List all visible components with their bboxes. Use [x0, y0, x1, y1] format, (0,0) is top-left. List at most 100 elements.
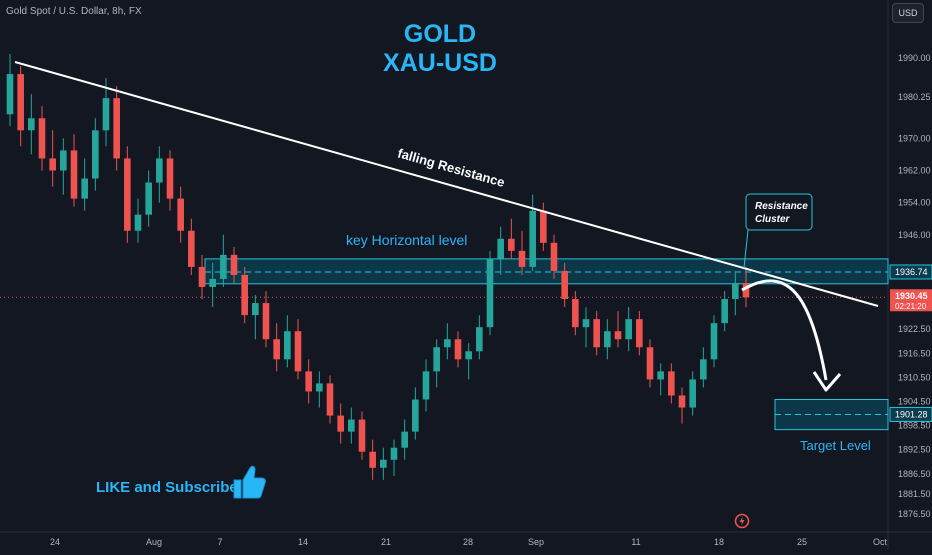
time-tick-label: Aug [146, 537, 162, 547]
current-price-tag [890, 289, 932, 312]
candle [252, 295, 259, 340]
candle [582, 307, 590, 348]
candle-body [134, 214, 142, 231]
candle [646, 339, 654, 388]
price-tick-label: 1892.50 [898, 445, 931, 455]
candle [6, 53, 14, 127]
candle [230, 246, 238, 283]
candle [529, 194, 536, 271]
callout-pointer [743, 229, 749, 269]
candle-body [92, 130, 99, 179]
candle-body [380, 459, 387, 468]
time-tick-label: 25 [797, 537, 807, 547]
candle-body [550, 242, 558, 271]
currency-button[interactable]: USD [892, 3, 924, 23]
candle-body [177, 198, 184, 231]
time-tick-label: Oct [873, 537, 888, 547]
time-axis[interactable]: 24 Aug 7 14 21 28 Sep 11 18 25 Oct [50, 537, 888, 547]
price-tick-label: 1990.00 [898, 53, 931, 63]
candle [614, 311, 622, 348]
price-tick-label: 1970.00 [898, 133, 931, 143]
candle [700, 347, 707, 388]
target-zone [774, 398, 889, 431]
candle [380, 447, 387, 480]
candle [177, 186, 184, 243]
candle-body [721, 299, 728, 324]
countdown-text: 02:21:20 [895, 302, 927, 311]
candle-body [422, 371, 430, 400]
candle-body [508, 238, 515, 251]
price-tick-label: 1881.50 [898, 489, 931, 499]
candle [401, 419, 408, 460]
candle-body [145, 182, 152, 215]
candle-body [646, 347, 654, 380]
candle-body [316, 383, 323, 392]
candle-body [188, 230, 195, 267]
candle [145, 170, 152, 227]
candle-body [166, 158, 174, 199]
price-axis[interactable]: 1990.00 1980.25 1970.00 1962.00 1954.00 1946.… [889, 53, 932, 519]
candle [17, 66, 24, 147]
candle [412, 387, 419, 440]
candle-body [732, 282, 739, 300]
candle-body [465, 351, 472, 360]
symbol-label[interactable]: Gold Spot / U.S. Dollar, 8h, FX [6, 6, 142, 17]
current-price-text: 1930.45 [895, 291, 928, 301]
candle [134, 198, 142, 243]
price-tick-label: 1898.50 [898, 421, 931, 431]
candle [668, 363, 675, 404]
candle [337, 403, 344, 444]
candle-body [198, 266, 206, 288]
candle [465, 343, 472, 380]
overlays-layer: falling Resistance key Horizontal level Ta… [14, 61, 879, 453]
candle-body [38, 118, 46, 159]
resistance-price-text: 1936.74 [895, 267, 928, 277]
candle [625, 307, 632, 352]
time-tick-label: 18 [714, 537, 724, 547]
candle-body [582, 319, 590, 328]
candle [273, 323, 280, 372]
candle-body [529, 210, 536, 267]
candle [518, 230, 526, 275]
candle-body [593, 319, 600, 348]
time-tick-label: 7 [217, 537, 222, 547]
candle [678, 387, 686, 424]
candle-body [70, 150, 78, 199]
time-tick-label: 28 [463, 537, 473, 547]
candle [124, 146, 131, 243]
candle [486, 250, 494, 336]
candle [454, 331, 462, 368]
candle-body [294, 331, 302, 372]
callout-box [745, 193, 813, 231]
candle [433, 339, 440, 388]
price-tick-label: 1904.50 [898, 397, 931, 407]
candle [262, 291, 270, 348]
candle [476, 315, 483, 360]
time-tick-label: 11 [631, 537, 640, 547]
chart-headline: GOLD [403, 20, 477, 48]
candle [422, 359, 430, 412]
candle [188, 218, 195, 275]
projection-path [741, 279, 828, 381]
candle-body [742, 282, 750, 298]
time-tick-label: 21 [381, 537, 391, 547]
candle [636, 311, 643, 356]
candle-body [241, 274, 248, 316]
candle-body [444, 339, 451, 348]
replay-icon[interactable] [734, 513, 750, 529]
candle-body [561, 270, 568, 300]
candle [497, 226, 504, 275]
candle [81, 158, 88, 211]
like-subscribe-text: LIKE and Subscribe [96, 479, 238, 496]
candle [561, 262, 568, 308]
candles-layer [6, 53, 750, 480]
thumbs-up-icon [233, 465, 266, 499]
candle [348, 407, 355, 444]
candle-body [209, 278, 216, 288]
candle-body [49, 158, 56, 171]
target-price-tag [889, 406, 932, 422]
candle-body [358, 419, 366, 452]
candle [166, 150, 174, 211]
